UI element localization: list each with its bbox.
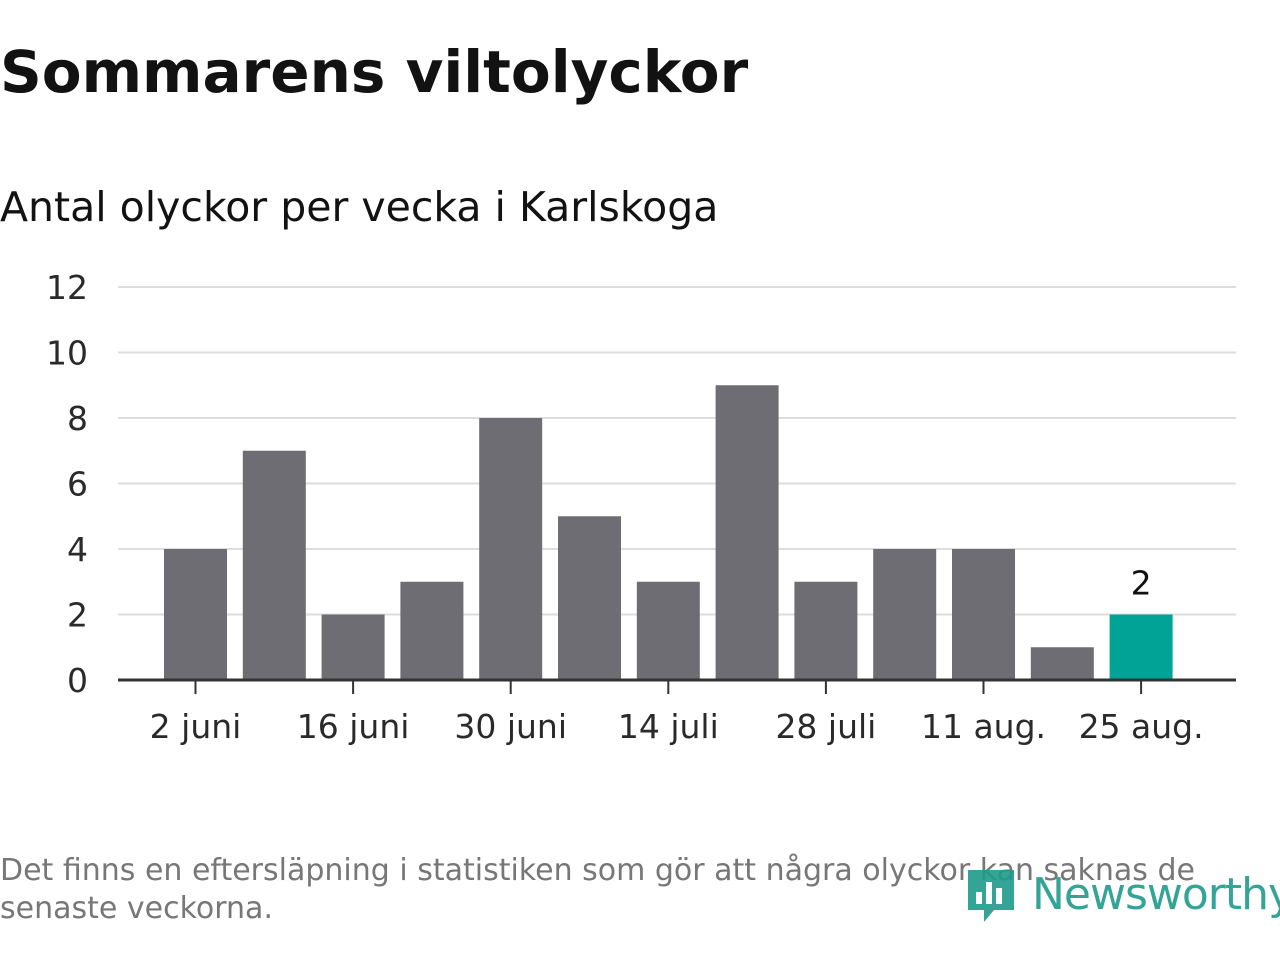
x-tick-label: 14 juli [618,707,719,746]
chart-subtitle: Antal olyckor per vecka i Karlskoga [0,183,719,231]
x-tick-label: 2 juni [150,707,242,746]
y-tick-label: 6 [67,465,88,504]
x-tick-label: 16 juni [297,707,410,746]
newsworthy-logo-icon [968,870,1014,922]
y-tick-label: 8 [67,399,88,438]
bar [321,614,385,680]
bar [952,549,1015,680]
y-tick-label: 4 [67,530,88,569]
bar [479,418,543,680]
x-tick-label: 11 aug. [921,707,1046,746]
y-tick-label: 10 [46,334,88,373]
x-axis [118,678,1236,694]
y-tick-label: 0 [67,661,88,700]
chart-title: Sommarens viltolyckor [0,38,749,106]
bar-highlighted [1109,614,1173,680]
bars [164,385,1173,680]
labels: 0 2 4 6 8 10 12 2 2 juni 16 juni 30 juni 14 juli 28 … [46,268,1204,746]
y-tick-label: 2 [67,596,88,635]
bar [715,385,779,680]
bar-chart: 0 2 4 6 8 10 12 2 2 juni 16 juni 30 juni 14 juli 28 … [46,268,1236,746]
newsworthy-logo-text: Newsworthy [1032,869,1280,920]
bar [1030,647,1094,680]
bar [164,549,227,680]
bar [558,516,621,680]
bar [400,581,464,680]
x-tick-label: 28 juli [775,707,876,746]
x-tick-label: 25 aug. [1079,707,1204,746]
y-tick-label: 12 [46,268,88,307]
bar [242,450,306,680]
bar [794,581,858,680]
bar [873,549,937,680]
newsworthy-logo: Newsworthy [964,860,1280,930]
x-tick-label: 30 juni [454,707,567,746]
bar [636,581,700,680]
data-label: 2 [1131,564,1152,603]
